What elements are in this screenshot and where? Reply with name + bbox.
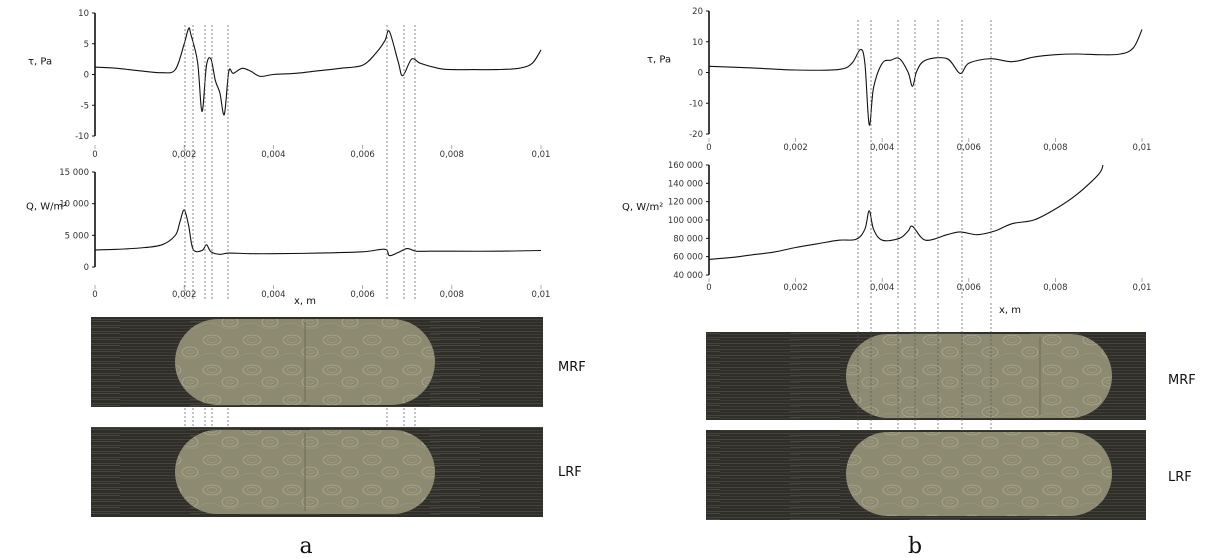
chart-a-q-x-tick-label: 0 [92,290,97,300]
chart-b-q-y-tick-label: 60 000 [673,253,703,263]
chart-b-q: 160 000 140 000 120 000 100 000 80 000 60 000… [622,161,1151,316]
chart-b-q-x-tick-label: 0,002 [783,283,807,293]
chart-a-q-x-tick-label: 0,006 [350,290,374,300]
chart-b-tau-y-tick-label: -20 [689,130,703,140]
chart-b-q-x-label: x, m [999,305,1021,316]
chart-a-tau-x-tick-label: 0,006 [350,150,374,160]
chart-a-tau-x-tick-label: 0,01 [532,150,551,160]
flow-b-lrf-label: LRF [1168,470,1192,485]
chart-b-tau-y-tick-label: 10 [692,38,703,48]
chart-a-q-y-tick-label: 10 000 [59,200,89,210]
chart-b-q-y-tick-label: 100 000 [668,216,703,226]
chart-b-q-x-tick-label: 0,008 [1043,283,1067,293]
chart-b-q-y-tick-label: 160 000 [668,161,703,171]
chart-b-tau-x-tick-label: 0,006 [957,143,981,153]
chart-a-q-y-tick-label: 15 000 [59,168,89,178]
chart-b-q-y-tick-label: 120 000 [668,198,703,208]
dashes-b [857,20,992,430]
chart-b-q-x-tick-label: 0,006 [957,283,981,293]
flow-b-lrf [706,430,1146,520]
chart-a-q-x-tick-label: 0,004 [261,290,285,300]
chart-b-q-x-tick-label: 0 [706,283,711,293]
chart-b-tau-x-tick-label: 0,008 [1043,143,1067,153]
chart-b-tau-y-tick-label: -10 [689,99,703,109]
chart-b-q-x-tick-label: 0,004 [870,283,894,293]
flow-b-mrf-bubble [846,334,1112,418]
chart-b-tau-y-label: τ, Pa [647,55,671,66]
chart-a-tau-series-line [94,27,542,116]
chart-a-q-x-tick-label: 0,008 [440,290,464,300]
chart-a-tau-y-label: τ, Pa [28,57,52,68]
chart-a-tau-x-tick-label: 0 [92,150,97,160]
chart-a-tau-y-tick-label: -5 [81,101,89,111]
chart-b-tau-series-line [708,29,1143,126]
chart-a-tau-y-tick-label: 0 [84,71,89,81]
flow-a-lrf-label: LRF [558,465,582,480]
chart-b-tau-y-tick-label: 0 [698,69,703,79]
chart-b-q-x-tick-label: 0,01 [1133,283,1152,293]
chart-a-q-y-label: Q, W/m² [26,202,67,213]
chart-a-q-y-tick-label: 5 000 [65,231,89,241]
chart-a-tau-x-tick-label: 0,008 [440,150,464,160]
chart-a-q-x-tick-label: 0,002 [172,290,196,300]
chart-b-tau-y-tick-label: 20 [692,7,703,17]
chart-a-q-series-line [94,209,542,257]
chart-a-tau-y-tick-label: 5 [84,40,89,50]
flow-a-lrf [91,427,543,517]
chart-a-q-x-tick-label: 0,01 [532,290,551,300]
chart-b-tau-x-tick-label: 0 [706,143,711,153]
chart-a-tau-x-tick-label: 0,002 [172,150,196,160]
chart-b-tau-x-tick-label: 0,002 [783,143,807,153]
chart-a-tau-y-tick-label: 10 [78,9,89,19]
panel-b-letter: b [908,534,922,558]
chart-b-q-y-label: Q, W/m² [622,202,663,213]
chart-b-q-y-tick-label: 140 000 [668,179,703,189]
chart-b-tau-x-tick-label: 0,01 [1133,143,1152,153]
chart-a-q-x-label: x, m [294,296,316,307]
flow-a-mrf-label: MRF [558,360,586,375]
panel-a-letter: a [299,534,312,558]
flow-b-mrf [706,332,1146,420]
chart-b-q-y-tick-label: 40 000 [673,271,703,281]
chart-a-q-y-tick-label: 0 [84,263,89,273]
chart-b-q-y-tick-label: 80 000 [673,234,703,244]
chart-b-q-series-line [708,164,1104,260]
flow-b-lrf-bubble [846,432,1112,516]
chart-a-tau-y-tick-label: -10 [75,132,89,142]
chart-a-q: 15 000 10 000 5 000 0 0 0,002 0,004 0,006 0,008 0… [26,168,550,307]
chart-a-tau-x-tick-label: 0,004 [261,150,285,160]
flow-b-mrf-label: MRF [1168,373,1196,388]
flow-a-mrf [91,317,543,407]
dashes-a [184,25,416,427]
chart-b-tau-x-tick-label: 0,004 [870,143,894,153]
